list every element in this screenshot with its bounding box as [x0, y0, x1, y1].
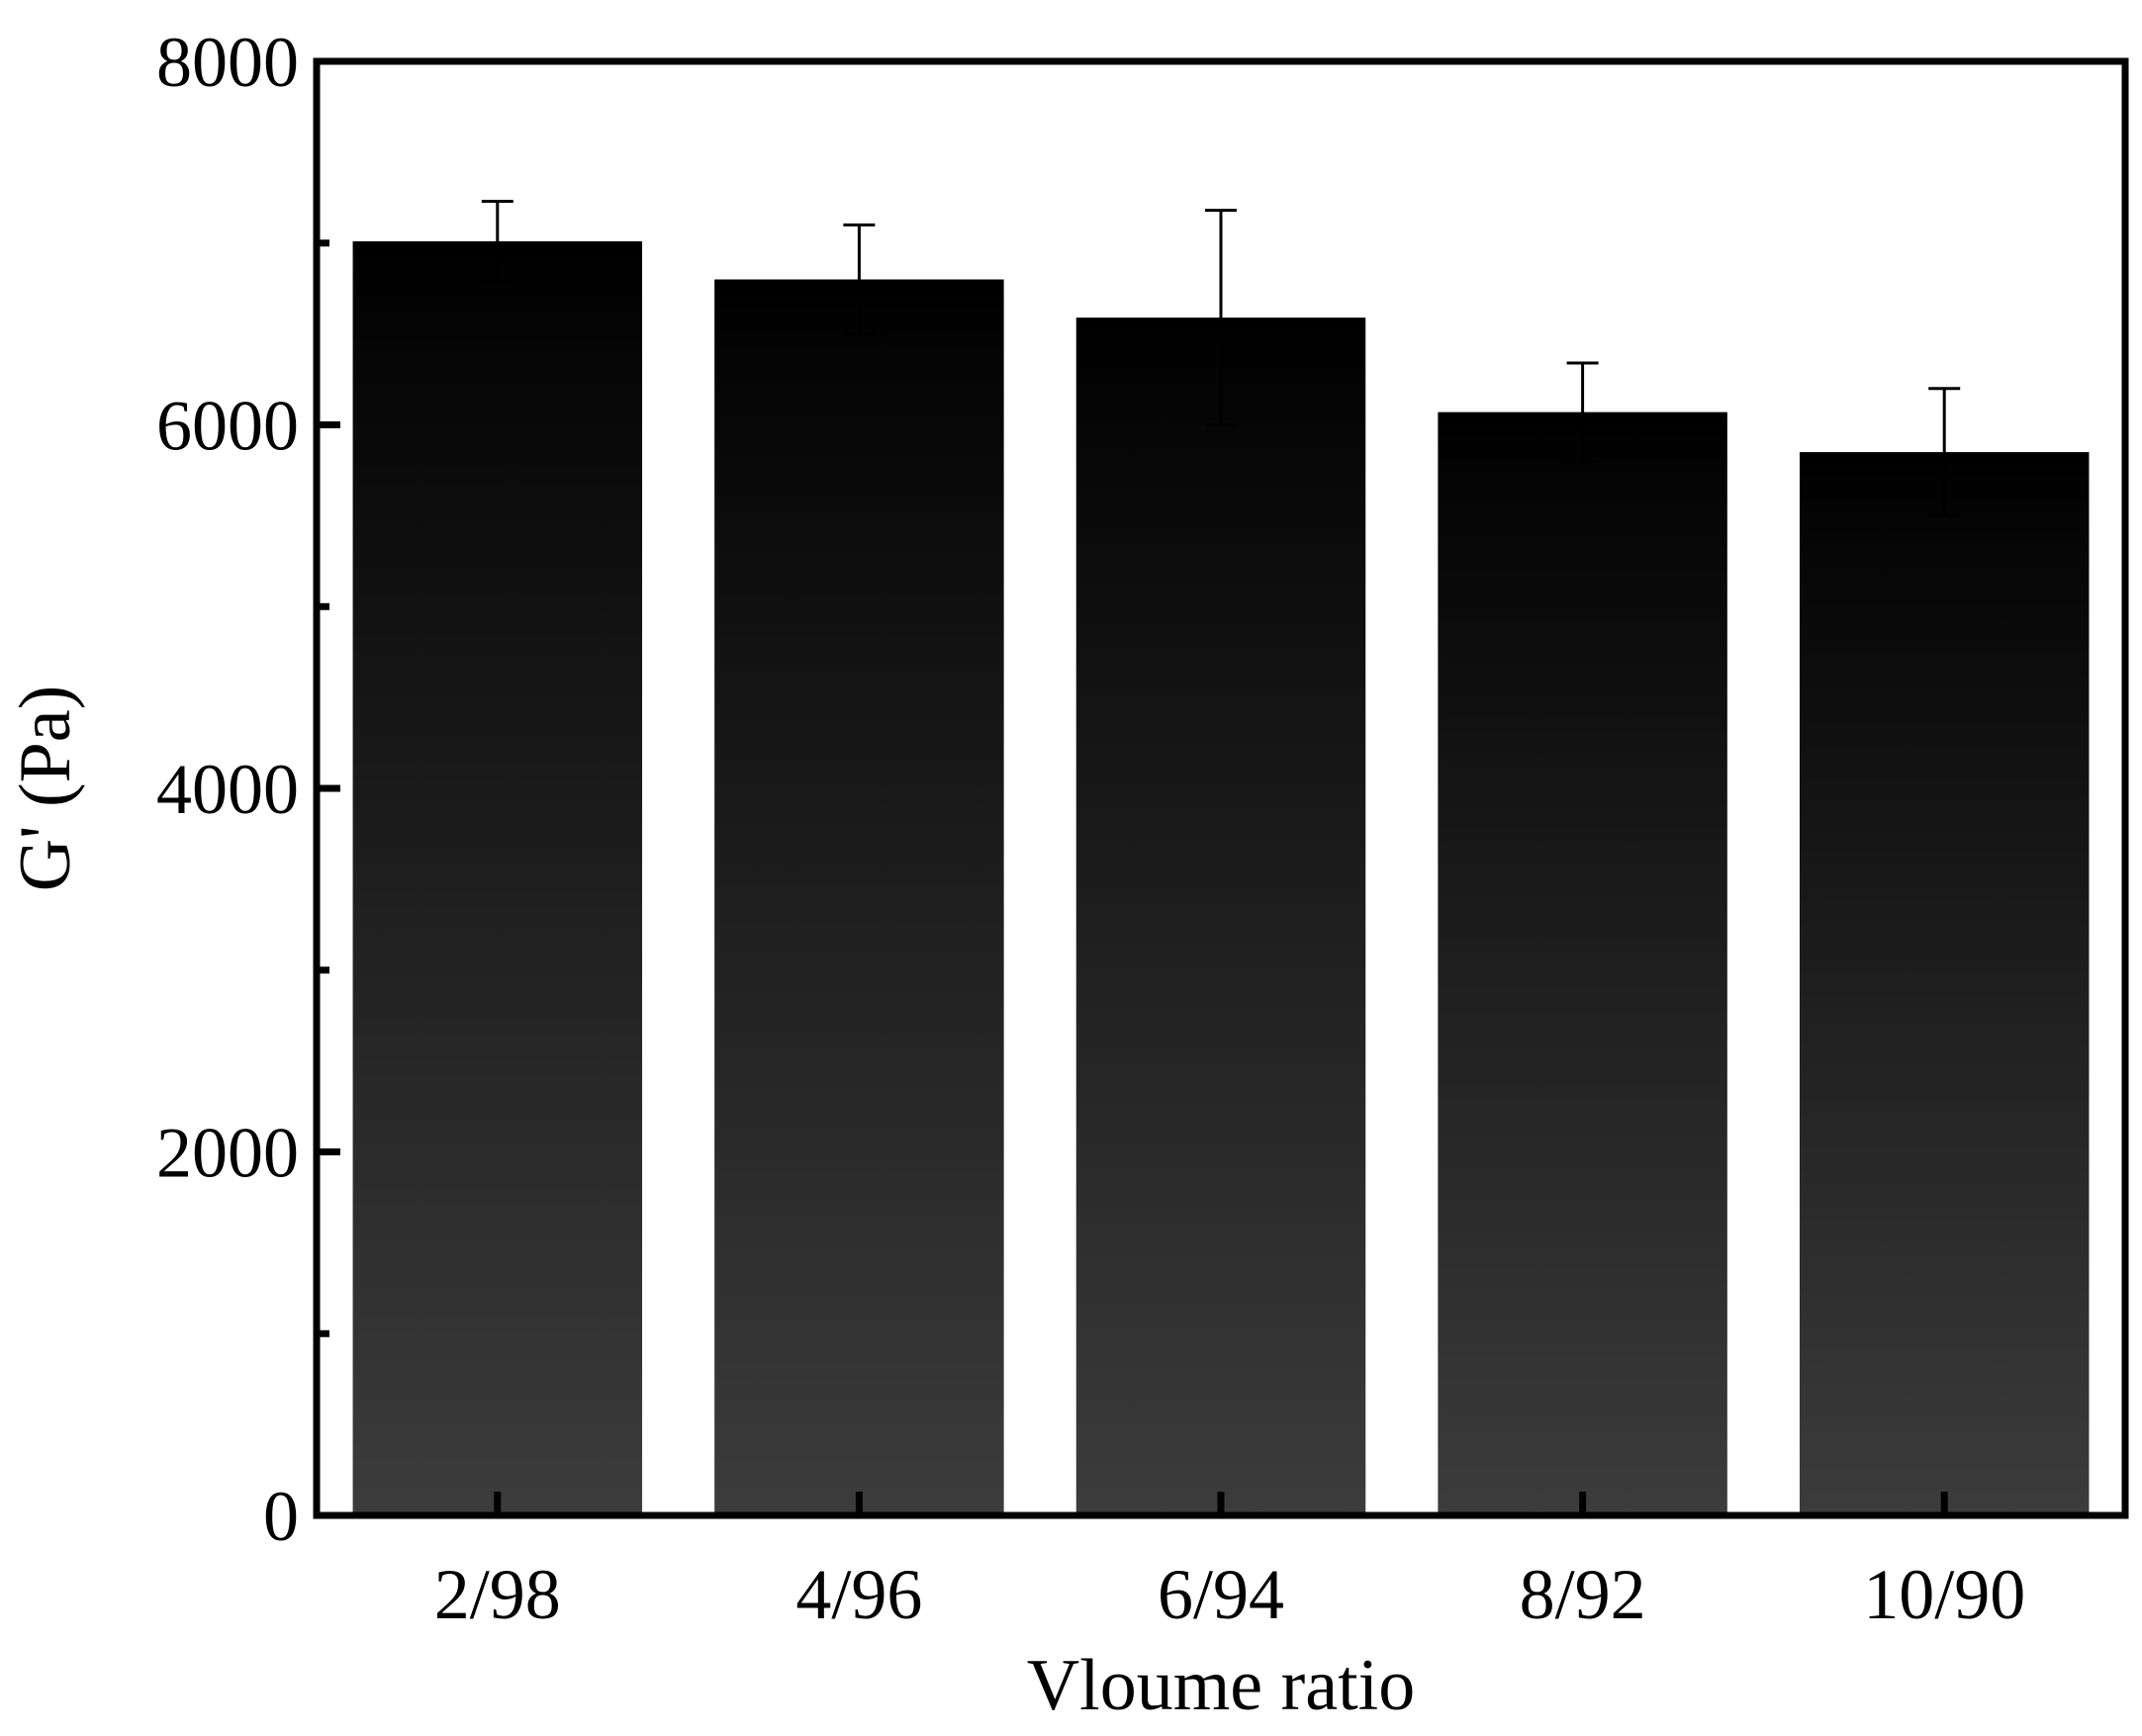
- bar-1: [352, 240, 643, 1516]
- x-tick-label-2: 4/96: [795, 1555, 922, 1634]
- bars-group: [352, 240, 2090, 1516]
- y-tick-label-4: 6000: [156, 387, 299, 466]
- error-bar-5: [1928, 387, 1961, 517]
- x-tick-label-4: 8/92: [1520, 1555, 1646, 1634]
- y-tick-label-1: 0: [263, 1477, 299, 1556]
- axes-group: [313, 57, 2129, 1519]
- y-tick-label-2: 2000: [156, 1114, 299, 1193]
- error-bars-group: [481, 199, 1961, 517]
- x-tick-label-1: 2/98: [434, 1555, 561, 1634]
- error-bar-3: [1205, 209, 1237, 426]
- y-tick-label-3: 4000: [156, 750, 299, 829]
- error-bar-2: [843, 223, 876, 336]
- y-tick-label-5: 8000: [156, 23, 299, 102]
- bar-4: [1438, 411, 1727, 1516]
- x-tick-label-3: 6/94: [1158, 1555, 1284, 1634]
- bar-5: [1799, 452, 2090, 1515]
- x-axis-title: Vloume ratio: [1027, 1645, 1416, 1726]
- bar-3: [1075, 318, 1366, 1515]
- x-tick-label-5: 10/90: [1863, 1555, 2025, 1634]
- labels-group: Vloume ratio G' (Pa) 2/98 4/96 6/94 8/92 10/…: [5, 23, 2025, 1726]
- error-bar-1: [481, 199, 513, 283]
- bar-2: [714, 279, 1004, 1515]
- y-axis-title: G' (Pa): [5, 685, 86, 892]
- error-bar-4: [1566, 361, 1599, 463]
